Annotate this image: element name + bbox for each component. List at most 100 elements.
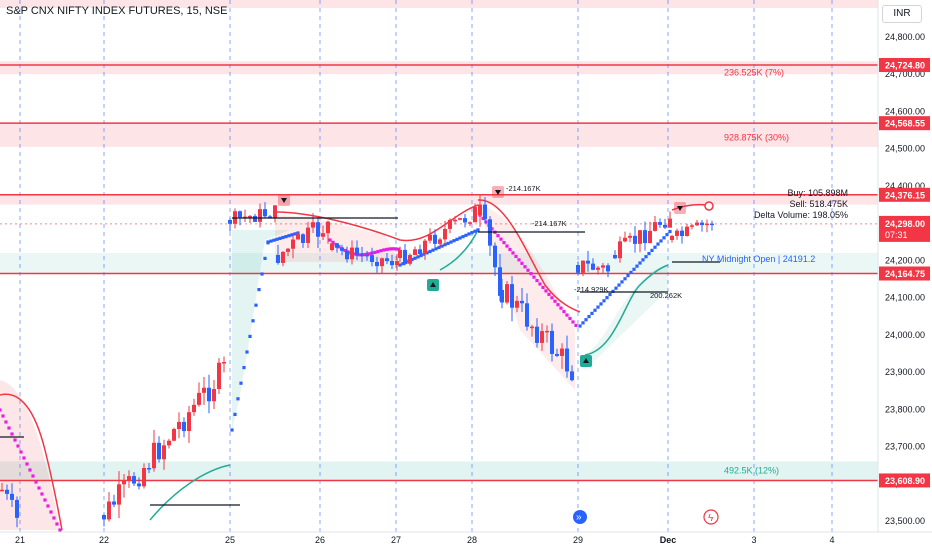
candle-up <box>613 255 617 259</box>
ma-dot-magenta <box>391 247 395 251</box>
candle-down <box>286 248 290 252</box>
ma-dot-blue <box>416 255 420 259</box>
candle-down <box>668 218 672 228</box>
ma-dot-blue <box>470 231 474 235</box>
candle-up <box>433 234 437 244</box>
ma-dot-blue <box>434 247 438 251</box>
ma-dot-blue <box>461 235 465 239</box>
candle-up <box>360 254 364 257</box>
ma-dot-magenta <box>31 474 35 478</box>
session-open-label: NY Midnight Open | 24191.2 <box>702 254 815 264</box>
candle-up <box>253 215 257 222</box>
ma-dot-blue <box>602 299 606 303</box>
price-tick-label: 23,500.00 <box>885 516 925 526</box>
level-price-tag <box>879 187 930 202</box>
ma-dot-blue <box>254 303 258 307</box>
ma-dot-blue <box>257 288 261 292</box>
candle-down <box>453 219 457 222</box>
candle-up <box>385 258 389 262</box>
ma-dot-blue <box>599 302 603 306</box>
time-tick-label: 21 <box>15 535 25 545</box>
candle-down <box>675 230 679 236</box>
candle-down <box>448 219 452 229</box>
ma-dot-blue <box>578 324 582 328</box>
ma-dot-blue <box>587 314 591 319</box>
ma-dot-blue <box>266 240 270 244</box>
ma-dot-blue <box>455 237 459 241</box>
ma-dot-blue <box>440 244 444 248</box>
ma-dot-magenta <box>373 250 377 254</box>
ma-dot-blue <box>428 249 432 254</box>
candle-up <box>182 421 186 432</box>
ma-dot-magenta <box>535 278 539 283</box>
candle-up <box>483 204 487 220</box>
candle-up <box>301 234 305 243</box>
candle-up <box>390 261 394 266</box>
ma-dot-magenta <box>385 247 389 251</box>
candle-up <box>565 348 569 372</box>
candle-down <box>152 442 156 469</box>
price-tick-label: 23,900.00 <box>885 367 925 377</box>
ma-dot-blue <box>617 283 621 287</box>
candle-up <box>700 222 704 226</box>
cloud-green-day29 <box>585 265 668 370</box>
candle-up <box>268 216 272 219</box>
candle-down <box>653 222 657 231</box>
ma-dot-blue <box>641 258 645 262</box>
candle-up <box>680 230 684 237</box>
candle-up <box>340 247 344 251</box>
volume-marker-label: -214.167K <box>506 184 541 193</box>
candle-down <box>458 218 462 220</box>
ma-dot-magenta <box>505 244 509 248</box>
delta-volume-info: Buy: 105.898M Sell: 518.475K Delta Volum… <box>752 188 848 221</box>
alert-circle-icon <box>704 201 714 211</box>
ma-dot-magenta <box>367 252 371 256</box>
ma-dot-magenta <box>553 299 557 303</box>
candle-down <box>670 235 674 240</box>
ma-dot-blue <box>278 236 282 240</box>
ma-dot-magenta <box>1 414 5 418</box>
price-tick-label: 23,800.00 <box>885 404 925 414</box>
ma-dot-blue <box>668 229 672 234</box>
level-price-text: 24,724.80 <box>885 60 925 70</box>
ma-dot-magenta <box>529 272 533 276</box>
price-tick-label: 24,700.00 <box>885 69 925 79</box>
sell-signal-marker-glyph <box>495 190 501 195</box>
candle-up <box>510 284 514 308</box>
ma-dot-blue <box>623 277 627 281</box>
ma-dot-blue <box>665 233 669 237</box>
candle-up <box>316 222 320 237</box>
currency-selector[interactable]: INR <box>882 5 922 23</box>
ma-dot-blue <box>446 241 450 245</box>
trail-stop-red-mid <box>274 204 479 242</box>
ma-dot-blue <box>437 245 441 250</box>
ma-dot-blue <box>251 319 255 323</box>
flash-event-icon[interactable] <box>703 509 719 525</box>
delta-volume: Delta Volume: 198.05% <box>753 210 848 220</box>
forward-icon[interactable] <box>573 510 587 524</box>
time-tick-label: 3 <box>751 535 756 545</box>
ma-dot-blue <box>476 228 480 232</box>
candle-down <box>162 445 166 460</box>
candle-down <box>107 501 111 520</box>
ma-dot-blue <box>452 239 456 243</box>
ma-dot-magenta <box>13 438 17 442</box>
level-price-text: 23,608.90 <box>885 476 925 486</box>
level-price-text: 24,164.75 <box>885 269 925 279</box>
candle-down <box>212 389 216 402</box>
time-tick-label: 4 <box>829 535 834 545</box>
candle-up <box>132 476 136 484</box>
candle-down <box>187 412 191 432</box>
time-axis-panel <box>0 532 932 550</box>
ma-dot-blue <box>281 235 285 240</box>
zone-volume-label: 928.875K (30%) <box>724 133 789 143</box>
candle-up <box>498 267 502 296</box>
ma-dot-blue <box>662 236 666 240</box>
candle-up <box>493 245 497 268</box>
candle-up <box>525 303 529 327</box>
ma-dot-blue <box>464 233 468 237</box>
ma-dot-magenta <box>388 247 392 251</box>
candle-up <box>576 265 580 273</box>
